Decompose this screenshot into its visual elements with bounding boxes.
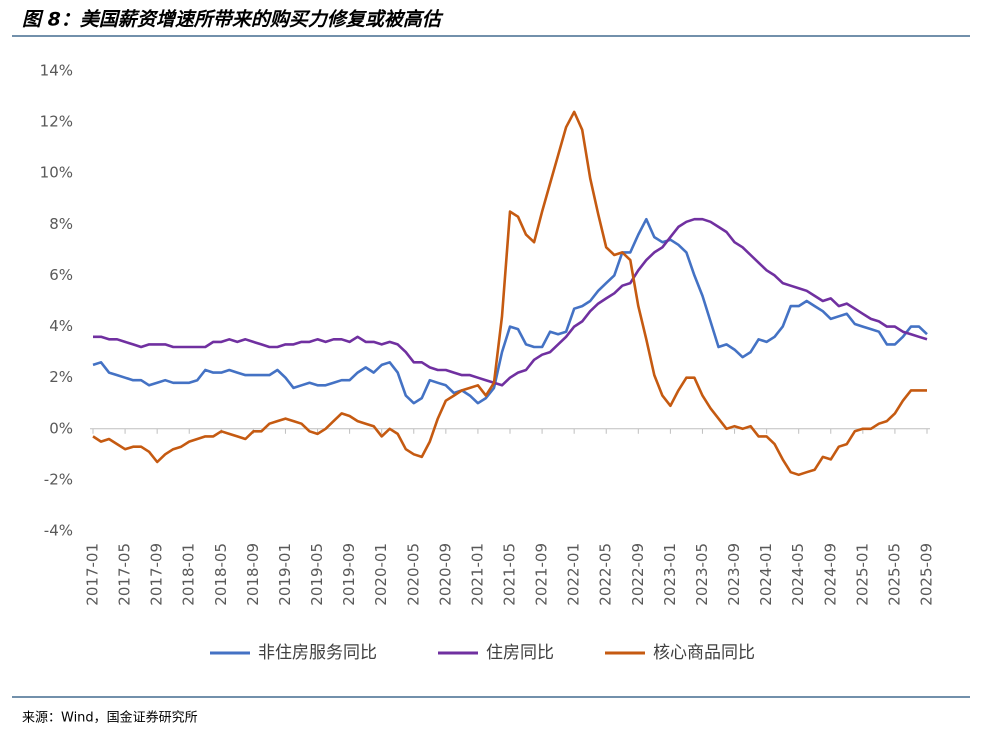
x-tick-label: 2023-01 <box>661 543 679 606</box>
x-tick-label: 2024-01 <box>757 543 775 606</box>
x-tick-label: 2025-01 <box>853 543 871 606</box>
y-tick-label: 8% <box>49 215 73 233</box>
legend-label: 非住房服务同比 <box>258 643 377 663</box>
x-tick-label: 2024-05 <box>789 543 807 606</box>
x-tick-label: 2020-01 <box>372 543 390 606</box>
x-tick-label: 2021-01 <box>468 543 486 606</box>
x-tick-label: 2024-09 <box>821 543 839 606</box>
x-tick-label: 2018-05 <box>212 543 230 606</box>
x-tick-label: 2017-05 <box>116 543 134 606</box>
x-tick-label: 2019-01 <box>276 543 294 606</box>
x-tick-label: 2020-09 <box>436 543 454 606</box>
x-tick-label: 2020-05 <box>404 543 422 606</box>
x-tick-label: 2022-09 <box>629 543 647 606</box>
x-tick-label: 2023-09 <box>725 543 743 606</box>
y-tick-label: 0% <box>49 419 73 437</box>
x-tick-label: 2021-05 <box>501 543 519 606</box>
x-tick-label: 2017-09 <box>148 543 166 606</box>
y-tick-label: 14% <box>40 62 73 80</box>
series-line <box>92 110 927 477</box>
x-tick-label: 2025-05 <box>885 543 903 606</box>
x-tick-label: 2019-09 <box>340 543 358 606</box>
legend-label: 住房同比 <box>486 643 554 663</box>
x-tick-label: 2019-05 <box>308 543 326 606</box>
x-tick-label: 2021-09 <box>533 543 551 606</box>
y-tick-label: 10% <box>40 164 73 182</box>
y-tick-label: -4% <box>44 522 73 540</box>
y-tick-label: -2% <box>44 470 73 488</box>
x-tick-label: 2025-09 <box>918 543 936 606</box>
chart-title: 图 8：美国薪资增速所带来的购买力修复或被高估 <box>22 9 444 31</box>
source: 来源：Wind，国金证券研究所 <box>22 710 198 726</box>
y-tick-label: 12% <box>40 113 73 131</box>
series-line <box>92 217 928 405</box>
x-tick-label: 2018-09 <box>244 543 262 606</box>
x-tick-label: 2018-01 <box>180 543 198 606</box>
x-tick-label: 2022-01 <box>565 543 583 606</box>
x-tick-label: 2022-05 <box>597 543 615 606</box>
x-tick-label: 2017-01 <box>84 543 102 606</box>
legend-label: 核心商品同比 <box>653 643 755 663</box>
y-tick-label: 6% <box>49 266 73 284</box>
x-tick-label: 2023-05 <box>693 543 711 606</box>
series-line <box>93 217 928 387</box>
y-tick-label: 2% <box>49 368 73 386</box>
y-tick-label: 4% <box>49 317 73 335</box>
